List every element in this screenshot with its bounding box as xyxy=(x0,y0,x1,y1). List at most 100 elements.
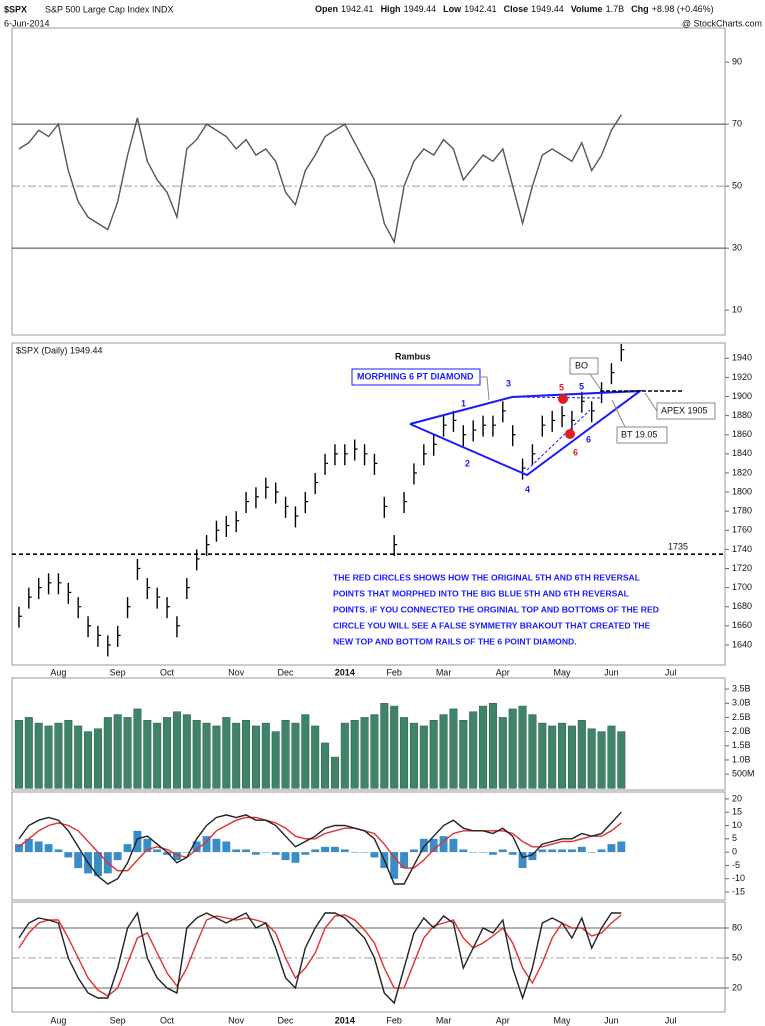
histogram-bar xyxy=(597,849,606,853)
histogram-bar xyxy=(439,836,448,853)
symbol: $SPX xyxy=(4,4,27,14)
volume-bar xyxy=(321,742,330,789)
quote: Open 1942.41 High 1949.44 Low 1942.41 Close 194… xyxy=(315,4,714,14)
series-line xyxy=(18,914,622,997)
volume-bar xyxy=(242,719,251,789)
y-tick-label: 1780 xyxy=(732,506,752,516)
volume-bar xyxy=(251,725,260,789)
reversal-circle xyxy=(558,394,568,404)
volume-bar xyxy=(488,702,497,789)
histogram-bar xyxy=(113,852,122,861)
histogram-bar xyxy=(370,852,379,858)
y-tick-label: 80 xyxy=(732,922,742,932)
histogram-bar xyxy=(291,852,300,863)
x-tick-label: Dec xyxy=(278,1015,295,1025)
histogram-bar xyxy=(93,852,102,877)
histogram-bar xyxy=(301,852,310,855)
histogram-bar xyxy=(163,852,172,855)
backtest-label: BT 19.05 xyxy=(621,429,657,439)
y-tick-label: 10 xyxy=(732,305,742,315)
volume-bar xyxy=(617,731,626,789)
x-tick-label: May xyxy=(554,1015,572,1025)
volume-bar xyxy=(528,714,537,789)
volume-bar xyxy=(429,719,438,789)
y-tick-label: 1860 xyxy=(732,429,752,439)
histogram-bar xyxy=(548,849,557,853)
quote-label: High xyxy=(381,4,401,14)
x-tick-label: Feb xyxy=(386,667,402,677)
note-title: Rambus xyxy=(395,351,431,361)
comment-line: THE RED CIRCLES SHOWS HOW THE ORIGINAL 5… xyxy=(333,572,640,582)
comment-line: POINTS. iF YOU CONNECTED THE ORGINIAL TO… xyxy=(333,604,659,614)
pattern-label: MORPHING 6 PT DIAMOND xyxy=(357,371,474,381)
y-tick-label: 1680 xyxy=(732,601,752,611)
y-tick-label: 1820 xyxy=(732,467,752,477)
histogram-bar xyxy=(242,849,251,853)
quote-value: +8.98 (+0.46%) xyxy=(652,4,714,14)
label-box xyxy=(616,426,668,444)
price-legend: $SPX (Daily) 1949.44 xyxy=(16,345,103,355)
histogram-bar xyxy=(54,849,63,853)
histogram-bar xyxy=(587,852,596,853)
y-tick-label: 0 xyxy=(732,846,737,856)
index-name: S&P 500 Large Cap Index xyxy=(45,4,150,14)
histogram-bar xyxy=(469,852,478,853)
apex-label: APEX 1905 xyxy=(661,405,708,415)
volume-bar xyxy=(24,717,33,789)
quote-value: 1949.44 xyxy=(531,4,564,14)
volume-bar xyxy=(518,705,527,789)
y-tick-label: 1.0B xyxy=(732,754,751,764)
point-label: 3 xyxy=(506,378,511,388)
histogram-bar xyxy=(498,849,507,853)
point-label: 2 xyxy=(465,458,470,468)
histogram-bar xyxy=(400,852,409,869)
exchange: INDX xyxy=(152,4,174,14)
volume-bar xyxy=(380,702,389,789)
histogram-bar xyxy=(14,844,23,853)
y-tick-label: 1940 xyxy=(732,353,752,363)
histogram-bar xyxy=(538,849,547,853)
volume-bar xyxy=(340,722,349,789)
x-tick-label: Jun xyxy=(604,667,619,677)
y-tick-label: 1740 xyxy=(732,544,752,554)
y-tick-label: 1880 xyxy=(732,410,752,420)
y-tick-label: 30 xyxy=(732,243,742,253)
histogram-bar xyxy=(143,838,152,853)
histogram-bar xyxy=(340,849,349,853)
volume-bar xyxy=(14,719,23,789)
false-rail xyxy=(526,409,591,471)
histogram-bar xyxy=(261,852,270,853)
quote-value: 1949.44 xyxy=(404,4,437,14)
quote-label: Volume xyxy=(571,4,603,14)
comment-line: CIRCLE YOU WILL SEE A FALSE SYMMETRY BRA… xyxy=(333,620,650,630)
volume-bar xyxy=(498,717,507,789)
volume-bar xyxy=(330,756,339,789)
histogram-bar xyxy=(172,852,181,861)
volume-bar xyxy=(409,722,418,789)
y-tick-label: 1640 xyxy=(732,639,752,649)
volume-bar xyxy=(400,717,409,789)
volume-bar xyxy=(567,725,576,789)
volume-bar xyxy=(597,731,606,789)
volume-bar xyxy=(281,719,290,789)
y-tick-label: -10 xyxy=(732,873,745,883)
x-tick-label: Jul xyxy=(665,1015,677,1025)
reversal-circle xyxy=(565,429,575,439)
histogram-bar xyxy=(24,838,33,853)
histogram-bar xyxy=(74,852,83,869)
histogram-bar xyxy=(64,852,73,858)
volume-bar xyxy=(350,719,359,789)
histogram-bar xyxy=(251,852,260,855)
histogram-bar xyxy=(429,838,438,853)
histogram-bar xyxy=(182,852,191,853)
y-tick-label: 1.5B xyxy=(732,740,751,750)
point-label: 6 xyxy=(586,434,591,444)
red-point-label: 5 xyxy=(559,382,564,392)
y-tick-label: 1720 xyxy=(732,563,752,573)
x-tick-label: Oct xyxy=(160,667,175,677)
y-tick-label: 50 xyxy=(732,181,742,191)
histogram-bar xyxy=(34,841,43,853)
y-tick-label: 3.0B xyxy=(732,698,751,708)
y-tick-label: 1660 xyxy=(732,620,752,630)
y-tick-label: 5 xyxy=(732,833,737,843)
